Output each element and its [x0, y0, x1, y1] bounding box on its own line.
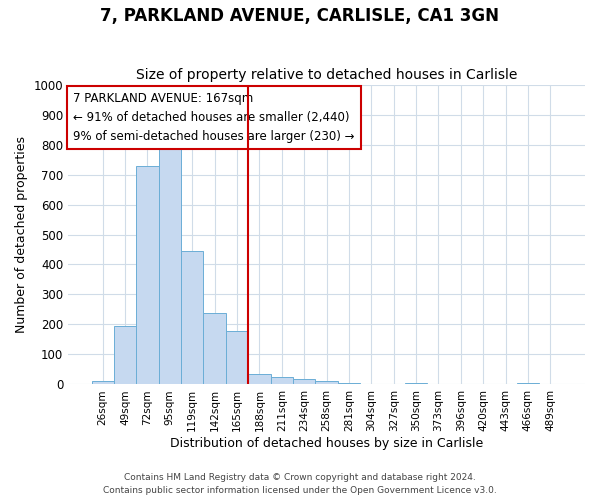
Bar [316, 381, 338, 384]
Text: 7 PARKLAND AVENUE: 167sqm
← 91% of detached houses are smaller (2,440)
9% of sem: 7 PARKLAND AVENUE: 167sqm ← 91% of detac… [73, 92, 355, 143]
Bar [338, 383, 360, 384]
Bar [248, 374, 271, 384]
Y-axis label: Number of detached properties: Number of detached properties [15, 136, 28, 333]
Title: Size of property relative to detached houses in Carlisle: Size of property relative to detached ho… [136, 68, 517, 82]
Bar [271, 377, 293, 384]
X-axis label: Distribution of detached houses by size in Carlisle: Distribution of detached houses by size … [170, 437, 483, 450]
Bar [226, 331, 248, 384]
Bar [405, 382, 427, 384]
Bar [203, 313, 226, 384]
Bar [158, 138, 181, 384]
Bar [92, 381, 114, 384]
Text: 7, PARKLAND AVENUE, CARLISLE, CA1 3GN: 7, PARKLAND AVENUE, CARLISLE, CA1 3GN [101, 8, 499, 26]
Bar [136, 166, 158, 384]
Text: Contains HM Land Registry data © Crown copyright and database right 2024.
Contai: Contains HM Land Registry data © Crown c… [103, 474, 497, 495]
Bar [181, 251, 203, 384]
Bar [293, 379, 316, 384]
Bar [114, 326, 136, 384]
Bar [517, 383, 539, 384]
